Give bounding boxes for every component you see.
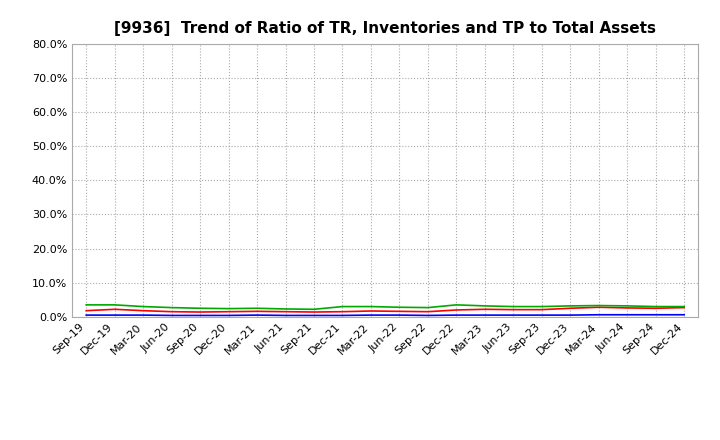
Inventories xyxy=(509,312,518,318)
Trade Receivables xyxy=(652,306,660,311)
Inventories xyxy=(652,312,660,317)
Inventories xyxy=(537,312,546,318)
Inventories xyxy=(110,312,119,318)
Title: [9936]  Trend of Ratio of TR, Inventories and TP to Total Assets: [9936] Trend of Ratio of TR, Inventories… xyxy=(114,21,656,36)
Trade Receivables xyxy=(225,309,233,314)
Trade Receivables xyxy=(395,309,404,314)
Line: Trade Receivables: Trade Receivables xyxy=(86,307,684,312)
Inventories xyxy=(366,312,375,318)
Trade Payables xyxy=(623,303,631,308)
Trade Receivables xyxy=(253,309,261,314)
Trade Receivables xyxy=(310,309,318,315)
Trade Payables xyxy=(480,303,489,308)
Trade Payables xyxy=(652,304,660,309)
Trade Receivables xyxy=(452,307,461,312)
Trade Payables xyxy=(310,307,318,312)
Inventories xyxy=(452,312,461,318)
Inventories xyxy=(253,312,261,318)
Inventories xyxy=(480,312,489,318)
Trade Receivables xyxy=(196,309,204,315)
Inventories xyxy=(139,312,148,318)
Inventories xyxy=(196,313,204,318)
Trade Payables xyxy=(680,304,688,309)
Trade Receivables xyxy=(139,308,148,313)
Trade Receivables xyxy=(366,308,375,314)
Trade Payables xyxy=(509,304,518,309)
Inventories xyxy=(310,313,318,318)
Inventories xyxy=(82,312,91,318)
Trade Receivables xyxy=(167,309,176,314)
Trade Payables xyxy=(452,302,461,308)
Trade Payables xyxy=(110,302,119,308)
Inventories xyxy=(225,313,233,318)
Inventories xyxy=(423,313,432,318)
Inventories xyxy=(282,313,290,318)
Trade Receivables xyxy=(680,305,688,310)
Trade Payables xyxy=(167,305,176,310)
Trade Receivables xyxy=(423,309,432,314)
Trade Payables xyxy=(395,304,404,310)
Trade Payables xyxy=(595,303,603,308)
Inventories xyxy=(395,312,404,318)
Trade Payables xyxy=(537,304,546,309)
Inventories xyxy=(680,312,688,317)
Trade Receivables xyxy=(623,305,631,311)
Inventories xyxy=(338,313,347,318)
Trade Payables xyxy=(338,304,347,309)
Trade Payables xyxy=(423,305,432,310)
Trade Receivables xyxy=(595,304,603,310)
Trade Payables xyxy=(82,302,91,308)
Trade Payables xyxy=(366,304,375,309)
Trade Payables xyxy=(566,303,575,308)
Trade Receivables xyxy=(282,309,290,314)
Inventories xyxy=(623,312,631,317)
Inventories xyxy=(566,312,575,318)
Trade Receivables xyxy=(509,307,518,312)
Trade Receivables xyxy=(110,307,119,312)
Trade Payables xyxy=(139,304,148,309)
Trade Receivables xyxy=(82,308,91,313)
Trade Payables xyxy=(253,306,261,311)
Line: Trade Payables: Trade Payables xyxy=(86,305,684,309)
Trade Payables xyxy=(225,306,233,311)
Trade Payables xyxy=(196,306,204,311)
Inventories xyxy=(595,312,603,317)
Trade Payables xyxy=(282,306,290,312)
Trade Receivables xyxy=(566,306,575,311)
Trade Receivables xyxy=(338,309,347,314)
Trade Receivables xyxy=(480,307,489,312)
Trade Receivables xyxy=(537,307,546,312)
Inventories xyxy=(167,313,176,318)
